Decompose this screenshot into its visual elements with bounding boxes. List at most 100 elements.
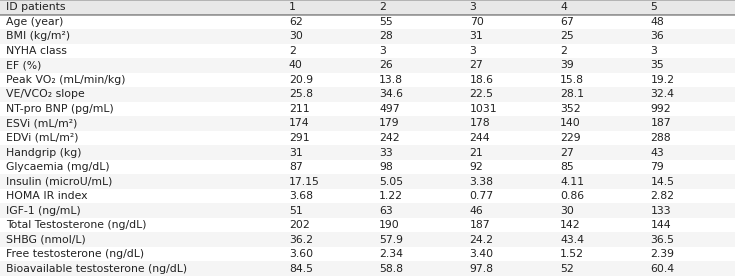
Text: 190: 190 bbox=[379, 220, 400, 230]
Text: 51: 51 bbox=[289, 206, 303, 216]
Text: 0.77: 0.77 bbox=[470, 191, 494, 201]
Text: Handgrip (kg): Handgrip (kg) bbox=[6, 148, 82, 158]
Text: 67: 67 bbox=[560, 17, 574, 27]
Text: 5.05: 5.05 bbox=[379, 177, 404, 187]
Text: 144: 144 bbox=[650, 220, 671, 230]
Bar bbox=[0, 73, 735, 87]
Bar bbox=[0, 131, 735, 145]
Text: 14.5: 14.5 bbox=[650, 177, 675, 187]
Text: HOMA IR index: HOMA IR index bbox=[6, 191, 87, 201]
Text: 2.39: 2.39 bbox=[650, 249, 675, 259]
Text: 2: 2 bbox=[379, 2, 386, 12]
Text: 140: 140 bbox=[560, 118, 581, 128]
Text: 40: 40 bbox=[289, 60, 303, 70]
Text: Peak VO₂ (mL/min/kg): Peak VO₂ (mL/min/kg) bbox=[6, 75, 126, 85]
Text: 3: 3 bbox=[470, 2, 476, 12]
Text: 3.68: 3.68 bbox=[289, 191, 313, 201]
Text: 48: 48 bbox=[650, 17, 664, 27]
Bar bbox=[0, 29, 735, 44]
Text: 28: 28 bbox=[379, 31, 393, 41]
Text: NYHA class: NYHA class bbox=[6, 46, 67, 56]
Text: Insulin (microU/mL): Insulin (microU/mL) bbox=[6, 177, 112, 187]
Text: 229: 229 bbox=[560, 133, 581, 143]
Text: 187: 187 bbox=[470, 220, 490, 230]
Text: 31: 31 bbox=[289, 148, 303, 158]
Text: 22.5: 22.5 bbox=[470, 89, 494, 99]
Text: ID patients: ID patients bbox=[6, 2, 65, 12]
Text: 187: 187 bbox=[650, 118, 671, 128]
Text: SHBG (nmol/L): SHBG (nmol/L) bbox=[6, 235, 86, 245]
Text: 174: 174 bbox=[289, 118, 309, 128]
Bar bbox=[0, 0, 735, 15]
Text: 17.15: 17.15 bbox=[289, 177, 320, 187]
Text: BMI (kg/m²): BMI (kg/m²) bbox=[6, 31, 70, 41]
Text: 97.8: 97.8 bbox=[470, 264, 494, 274]
Text: IGF-1 (ng/mL): IGF-1 (ng/mL) bbox=[6, 206, 81, 216]
Text: 21: 21 bbox=[470, 148, 484, 158]
Text: VE/VCO₂ slope: VE/VCO₂ slope bbox=[6, 89, 85, 99]
Text: 36.2: 36.2 bbox=[289, 235, 313, 245]
Text: 4.11: 4.11 bbox=[560, 177, 584, 187]
Text: 30: 30 bbox=[289, 31, 303, 41]
Text: 179: 179 bbox=[379, 118, 400, 128]
Text: ESVi (mL/m²): ESVi (mL/m²) bbox=[6, 118, 77, 128]
Text: 5: 5 bbox=[650, 2, 657, 12]
Bar bbox=[0, 203, 735, 218]
Text: 39: 39 bbox=[560, 60, 574, 70]
Text: 1.22: 1.22 bbox=[379, 191, 404, 201]
Text: 352: 352 bbox=[560, 104, 581, 114]
Text: 57.9: 57.9 bbox=[379, 235, 404, 245]
Text: 3.60: 3.60 bbox=[289, 249, 313, 259]
Text: Free testosterone (ng/dL): Free testosterone (ng/dL) bbox=[6, 249, 144, 259]
Text: 0.86: 0.86 bbox=[560, 191, 584, 201]
Text: 1031: 1031 bbox=[470, 104, 498, 114]
Text: Bioavailable testosterone (ng/dL): Bioavailable testosterone (ng/dL) bbox=[6, 264, 187, 274]
Text: 288: 288 bbox=[650, 133, 671, 143]
Text: 3: 3 bbox=[379, 46, 386, 56]
Bar bbox=[0, 160, 735, 174]
Text: 13.8: 13.8 bbox=[379, 75, 404, 85]
Bar bbox=[0, 145, 735, 160]
Text: 98: 98 bbox=[379, 162, 393, 172]
Text: 60.4: 60.4 bbox=[650, 264, 675, 274]
Bar bbox=[0, 232, 735, 247]
Text: 992: 992 bbox=[650, 104, 671, 114]
Text: 244: 244 bbox=[470, 133, 490, 143]
Text: 43.4: 43.4 bbox=[560, 235, 584, 245]
Bar bbox=[0, 218, 735, 232]
Text: 43: 43 bbox=[650, 148, 664, 158]
Text: NT-pro BNP (pg/mL): NT-pro BNP (pg/mL) bbox=[6, 104, 114, 114]
Text: 25.8: 25.8 bbox=[289, 89, 313, 99]
Bar bbox=[0, 189, 735, 203]
Text: 46: 46 bbox=[470, 206, 484, 216]
Text: 85: 85 bbox=[560, 162, 574, 172]
Text: 70: 70 bbox=[470, 17, 484, 27]
Text: 27: 27 bbox=[470, 60, 484, 70]
Text: 3: 3 bbox=[650, 46, 657, 56]
Text: 58.8: 58.8 bbox=[379, 264, 404, 274]
Text: 4: 4 bbox=[560, 2, 567, 12]
Text: 15.8: 15.8 bbox=[560, 75, 584, 85]
Text: 202: 202 bbox=[289, 220, 309, 230]
Text: 36.5: 36.5 bbox=[650, 235, 675, 245]
Text: EF (%): EF (%) bbox=[6, 60, 41, 70]
Text: 2: 2 bbox=[560, 46, 567, 56]
Text: 26: 26 bbox=[379, 60, 393, 70]
Text: 19.2: 19.2 bbox=[650, 75, 675, 85]
Text: Glycaemia (mg/dL): Glycaemia (mg/dL) bbox=[6, 162, 110, 172]
Text: 52: 52 bbox=[560, 264, 574, 274]
Bar bbox=[0, 116, 735, 131]
Text: 55: 55 bbox=[379, 17, 393, 27]
Bar bbox=[0, 44, 735, 58]
Text: 79: 79 bbox=[650, 162, 664, 172]
Text: 291: 291 bbox=[289, 133, 309, 143]
Bar bbox=[0, 102, 735, 116]
Text: 20.9: 20.9 bbox=[289, 75, 313, 85]
Text: 1.52: 1.52 bbox=[560, 249, 584, 259]
Text: 2.82: 2.82 bbox=[650, 191, 675, 201]
Bar bbox=[0, 87, 735, 102]
Text: 178: 178 bbox=[470, 118, 490, 128]
Text: 25: 25 bbox=[560, 31, 574, 41]
Text: 142: 142 bbox=[560, 220, 581, 230]
Text: 133: 133 bbox=[650, 206, 671, 216]
